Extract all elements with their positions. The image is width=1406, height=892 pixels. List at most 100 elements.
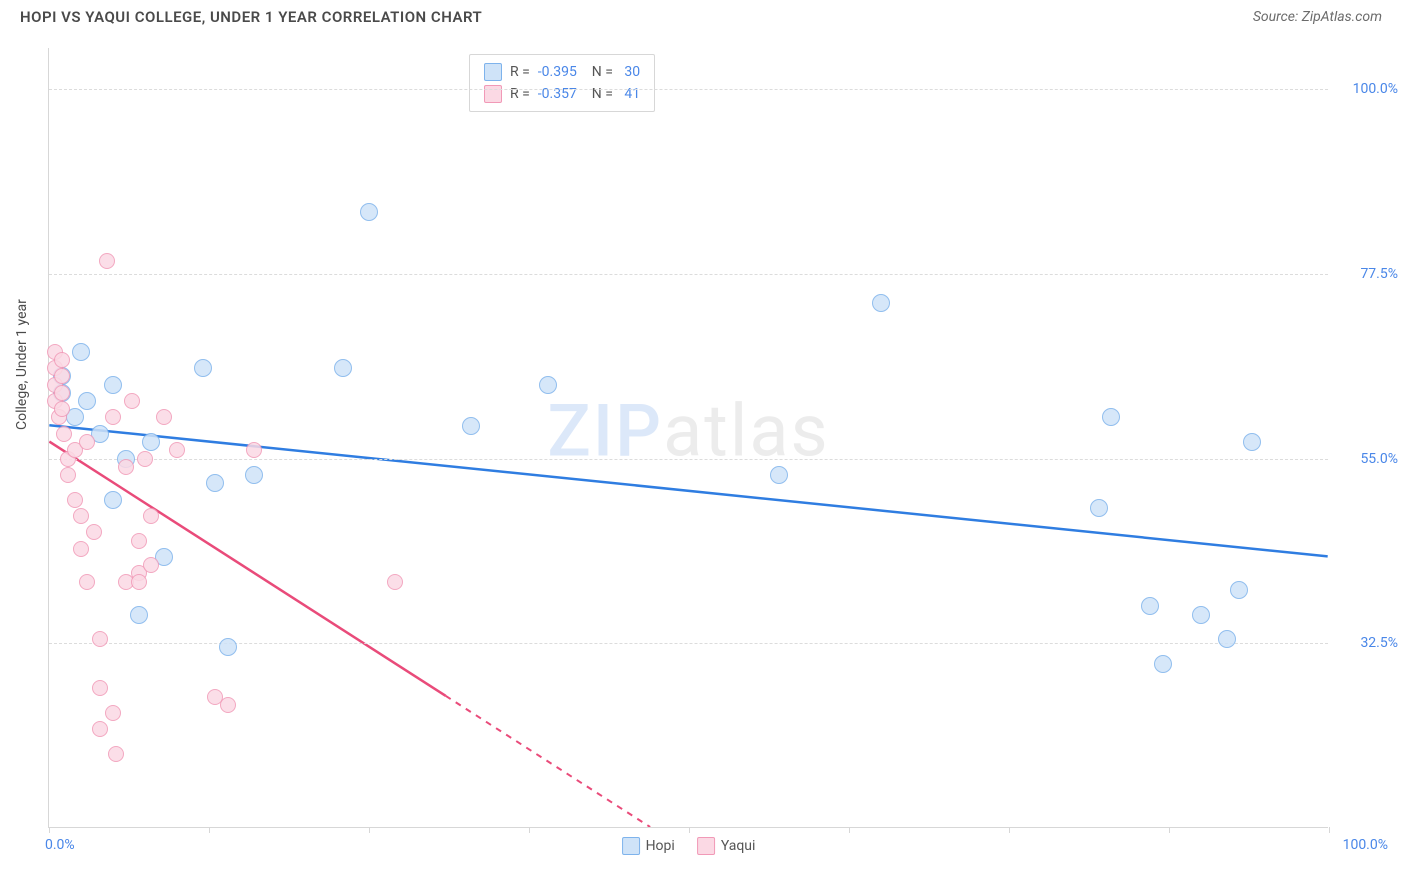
legend-label: Yaqui: [721, 838, 756, 854]
y-tick-label: 77.5%: [1338, 266, 1398, 282]
data-point: [78, 392, 96, 410]
data-point: [539, 376, 557, 394]
data-point: [105, 705, 121, 721]
data-point: [1192, 606, 1210, 624]
gridline: [49, 274, 1328, 275]
y-tick-label: 32.5%: [1338, 635, 1398, 651]
data-point: [108, 746, 124, 762]
legend-label: Hopi: [646, 838, 675, 854]
data-point: [99, 253, 115, 269]
data-point: [92, 721, 108, 737]
gridline: [49, 459, 1328, 460]
gridline: [49, 643, 1328, 644]
stat-n-value: 30: [621, 61, 640, 83]
data-point: [360, 203, 378, 221]
scatter-plot: ZIPatlas R = -0.395 N = 30R = -0.357 N =…: [48, 48, 1328, 828]
data-point: [143, 508, 159, 524]
trend-lines: [49, 48, 1328, 827]
data-point: [245, 466, 263, 484]
data-point: [86, 524, 102, 540]
data-point: [118, 459, 134, 475]
stat-r-label: R =: [510, 83, 530, 105]
data-point: [60, 467, 76, 483]
y-axis-label: College, Under 1 year: [14, 299, 30, 430]
source-attribution: Source: ZipAtlas.com: [1253, 9, 1382, 25]
y-tick-label: 55.0%: [1338, 451, 1398, 467]
data-point: [462, 417, 480, 435]
data-point: [54, 385, 70, 401]
data-point: [73, 508, 89, 524]
data-point: [54, 401, 70, 417]
data-point: [92, 631, 108, 647]
data-point: [1090, 499, 1108, 517]
data-point: [92, 680, 108, 696]
data-point: [387, 574, 403, 590]
data-point: [105, 409, 121, 425]
x-tick: [1329, 827, 1330, 833]
data-point: [79, 574, 95, 590]
legend-item: Yaqui: [697, 837, 756, 855]
stat-n-value: 41: [621, 83, 640, 105]
data-point: [194, 359, 212, 377]
data-point: [72, 343, 90, 361]
data-point: [104, 491, 122, 509]
stats-legend-row: R = -0.395 N = 30: [484, 61, 640, 83]
data-point: [131, 533, 147, 549]
data-point: [770, 466, 788, 484]
data-point: [56, 426, 72, 442]
legend-swatch: [697, 837, 715, 855]
x-tick: [529, 827, 530, 833]
data-point: [137, 451, 153, 467]
legend-swatch: [622, 837, 640, 855]
stat-r-label: R =: [510, 61, 530, 83]
series-legend: Hopi Yaqui: [622, 837, 756, 855]
data-point: [124, 393, 140, 409]
data-point: [219, 638, 237, 656]
data-point: [130, 606, 148, 624]
x-tick: [689, 827, 690, 833]
x-tick: [209, 827, 210, 833]
x-tick: [1169, 827, 1170, 833]
stat-n-label: N =: [585, 61, 613, 83]
watermark: ZIPatlas: [547, 388, 829, 473]
data-point: [1230, 581, 1248, 599]
data-point: [1243, 433, 1261, 451]
data-point: [142, 433, 160, 451]
stats-legend-row: R = -0.357 N = 41: [484, 83, 640, 105]
data-point: [73, 541, 89, 557]
x-axis-max-label: 100.0%: [1343, 837, 1388, 853]
legend-item: Hopi: [622, 837, 675, 855]
data-point: [1218, 630, 1236, 648]
gridline: [49, 89, 1328, 90]
x-tick: [849, 827, 850, 833]
x-tick: [49, 827, 50, 833]
data-point: [67, 492, 83, 508]
data-point: [143, 557, 159, 573]
data-point: [206, 474, 224, 492]
data-point: [246, 442, 262, 458]
chart-title: HOPI VS YAQUI COLLEGE, UNDER 1 YEAR CORR…: [20, 8, 482, 26]
data-point: [79, 434, 95, 450]
stat-r-value: -0.395: [538, 61, 577, 83]
x-tick: [369, 827, 370, 833]
legend-swatch: [484, 85, 502, 103]
data-point: [220, 697, 236, 713]
data-point: [131, 574, 147, 590]
data-point: [1154, 655, 1172, 673]
data-point: [156, 409, 172, 425]
legend-swatch: [484, 63, 502, 81]
x-tick: [1009, 827, 1010, 833]
data-point: [872, 294, 890, 312]
y-tick-label: 100.0%: [1338, 81, 1398, 97]
x-axis-min-label: 0.0%: [45, 837, 75, 853]
data-point: [1102, 408, 1120, 426]
data-point: [54, 368, 70, 384]
data-point: [54, 352, 70, 368]
data-point: [104, 376, 122, 394]
data-point: [169, 442, 185, 458]
stat-n-label: N =: [585, 83, 613, 105]
stat-r-value: -0.357: [538, 83, 577, 105]
data-point: [334, 359, 352, 377]
stats-legend: R = -0.395 N = 30R = -0.357 N = 41: [469, 54, 655, 112]
data-point: [1141, 597, 1159, 615]
